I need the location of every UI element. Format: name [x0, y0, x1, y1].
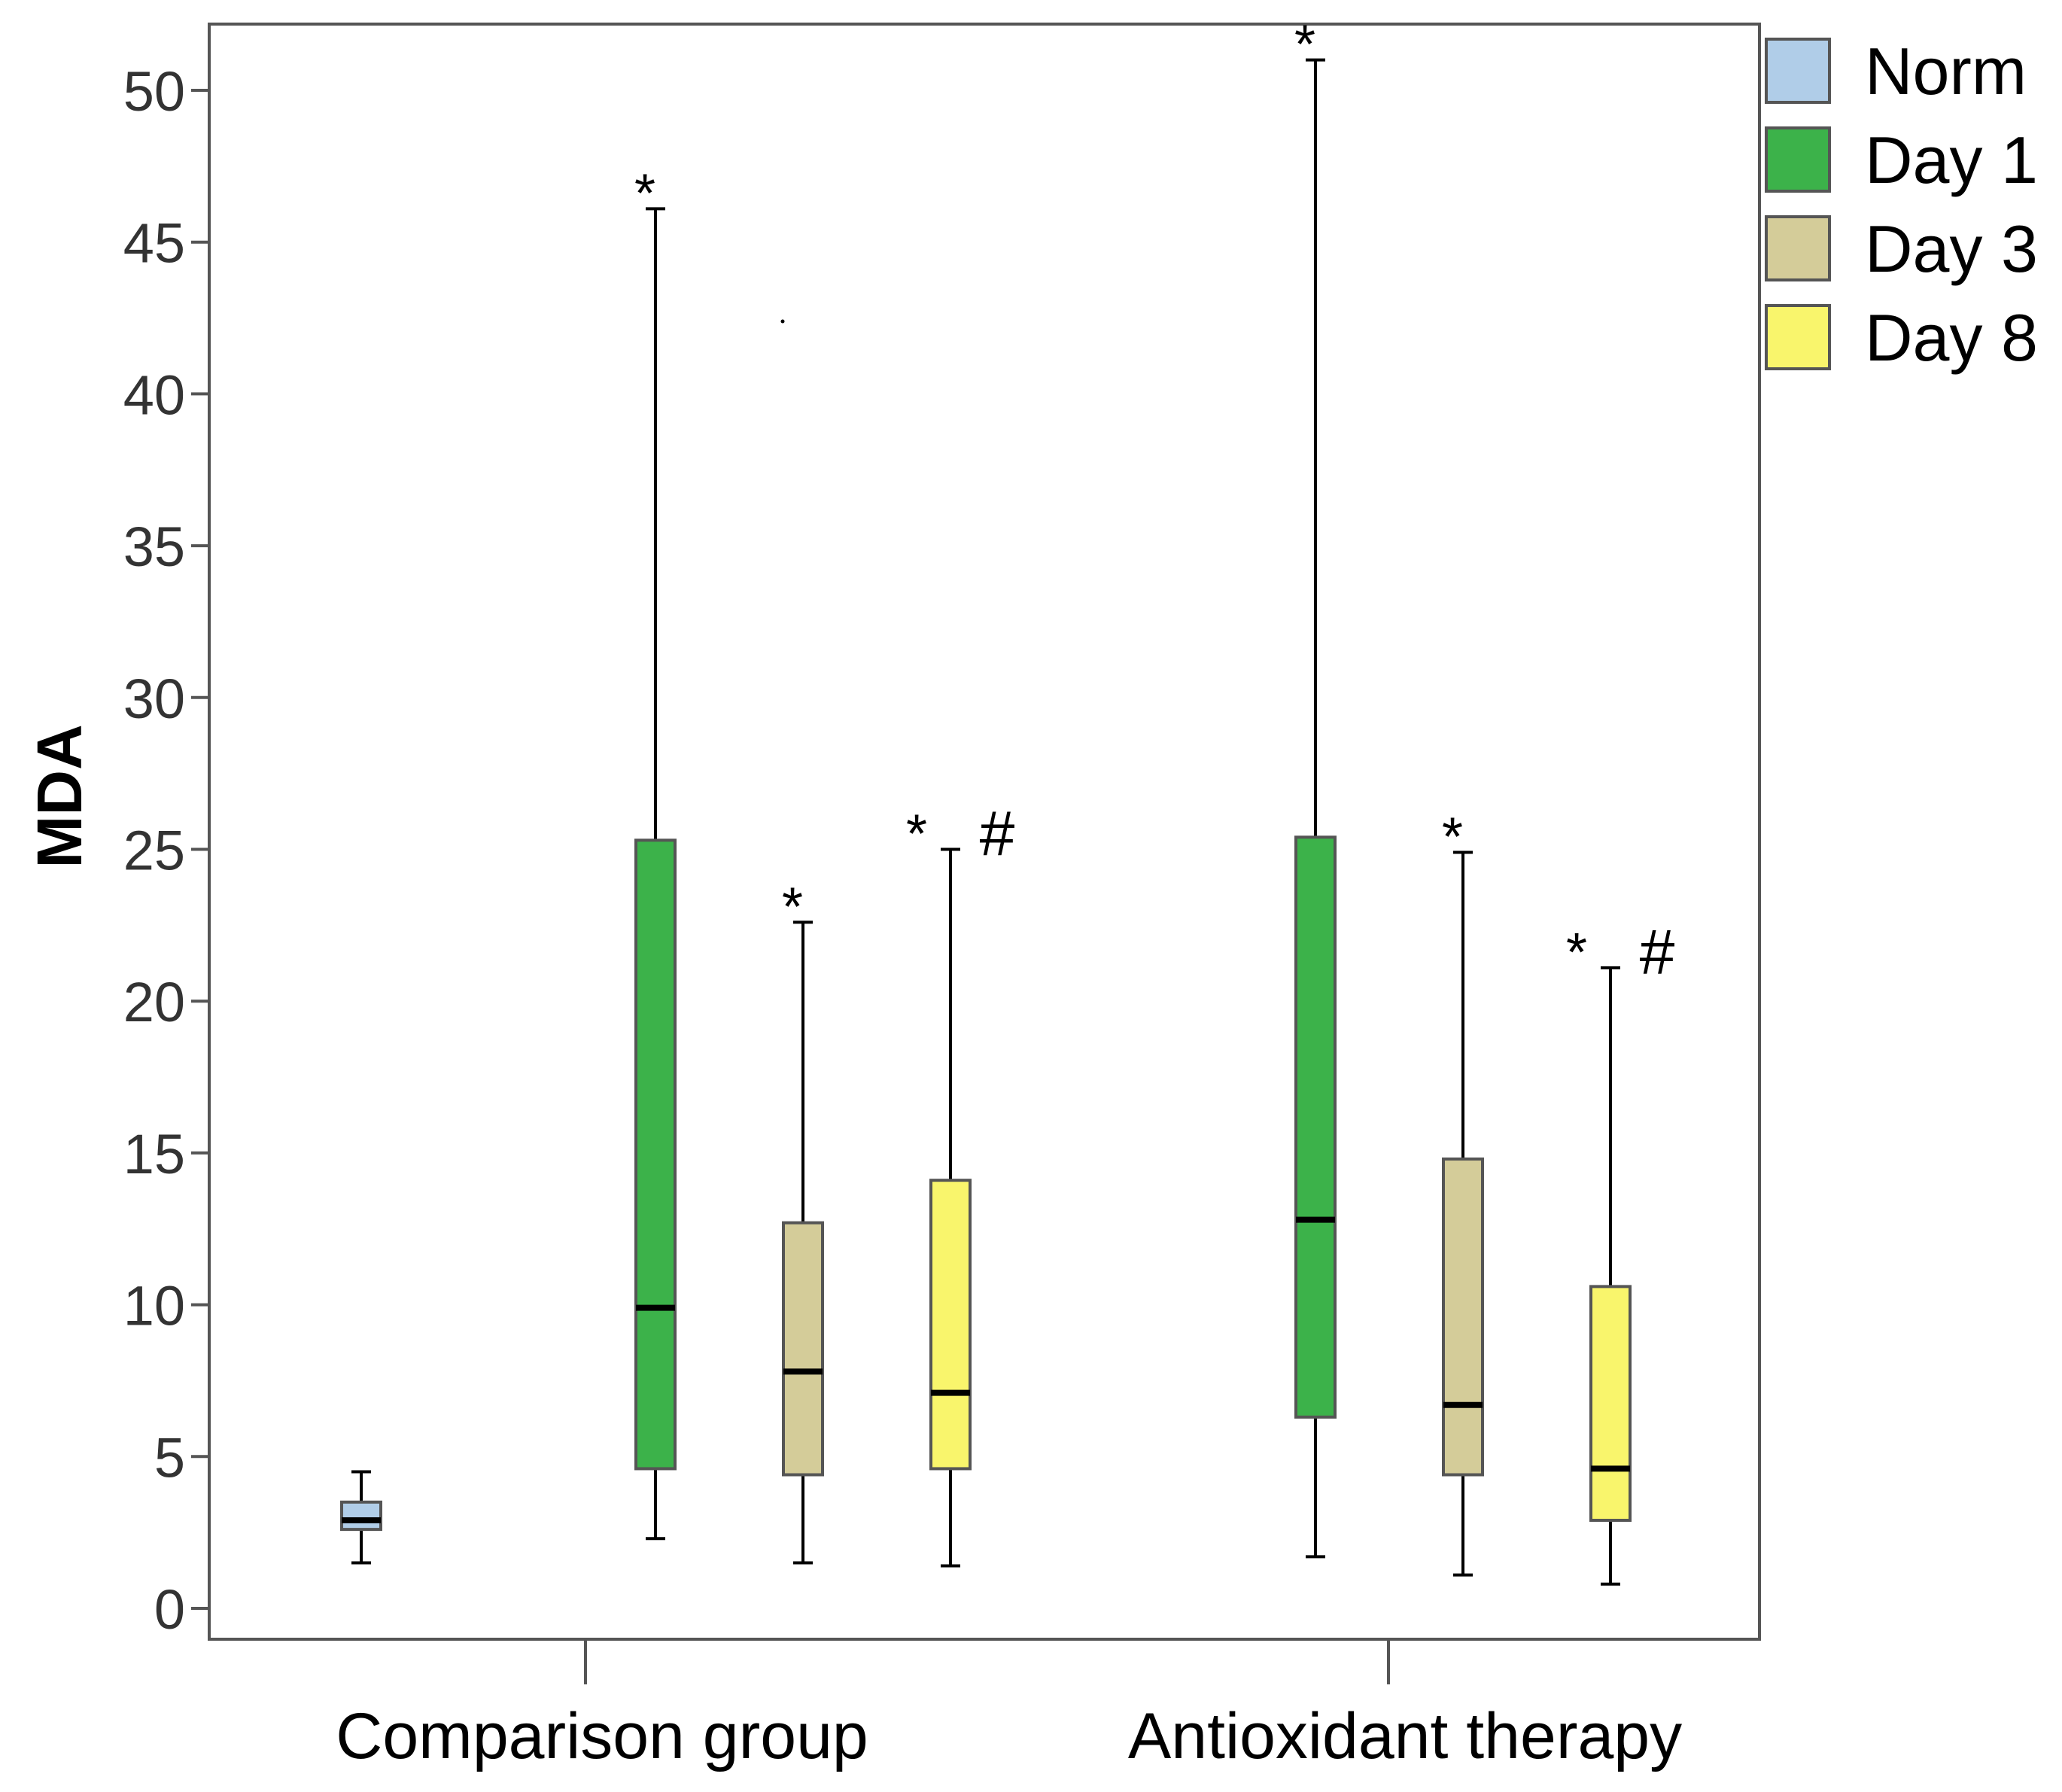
legend-item: Day 1 [1765, 123, 2038, 197]
significance-star: * [1294, 15, 1315, 75]
x-tick-label: Antioxidant therapy [1128, 1700, 1682, 1772]
box-body [634, 838, 677, 1471]
box-body [1294, 835, 1337, 1419]
y-tick-label: 20 [123, 971, 185, 1033]
significance-star: * [782, 877, 803, 937]
box-body [1442, 1157, 1484, 1477]
legend-label: Day 1 [1865, 123, 2038, 197]
legend-label: Day 8 [1865, 300, 2038, 375]
box-day-3: * [782, 877, 824, 1565]
y-tick-label: 40 [123, 364, 185, 426]
y-axis-label: MDA [24, 724, 95, 868]
box-day-1: * [1294, 15, 1337, 1559]
y-tick-label: 30 [123, 668, 185, 730]
significance-hash: # [1640, 917, 1675, 987]
box-series: *** #*** # [340, 15, 1675, 1586]
legend-item: Norm [1765, 34, 2027, 108]
plot-area [208, 23, 1761, 1641]
x-tick-label: Comparison group [336, 1700, 868, 1772]
legend-swatch [1765, 126, 1831, 193]
significance-star: * [634, 163, 655, 224]
box-day-1: * [634, 163, 677, 1541]
y-tick-label: 15 [123, 1123, 185, 1185]
y-tick-label: 35 [123, 516, 185, 578]
legend: Norm Day 1 Day 3 Day 8 [1765, 34, 2038, 375]
legend-label: Day 3 [1865, 211, 2038, 286]
y-tick-label: 50 [123, 60, 185, 123]
significance-hash: # [980, 799, 1015, 869]
y-tick-label: 25 [123, 820, 185, 882]
legend-swatch [1765, 215, 1831, 281]
box-day-3: * [1442, 808, 1484, 1577]
y-tick-label: 10 [123, 1275, 185, 1337]
significance-star: * [1566, 923, 1587, 983]
legend-label: Norm [1865, 34, 2027, 108]
y-tick-label: 5 [154, 1426, 185, 1489]
box-norm [340, 1470, 382, 1565]
box-body [340, 1500, 382, 1532]
box-body [782, 1221, 824, 1477]
x-axis-ticks: Comparison group Antioxidant therapy [336, 1639, 1682, 1772]
significance-star: * [906, 805, 927, 865]
box-day-8: * # [906, 799, 1015, 1568]
y-tick-label: 0 [154, 1578, 185, 1641]
legend-item: Day 3 [1765, 211, 2038, 286]
legend-swatch [1765, 38, 1831, 104]
box-body [929, 1179, 972, 1471]
box-day-8: * # [1566, 917, 1675, 1586]
y-axis-ticks: 0 5 10 15 20 25 30 35 40 45 50 [123, 60, 209, 1641]
y-tick-label: 45 [123, 212, 185, 275]
legend-swatch [1765, 304, 1831, 370]
legend-item: Day 8 [1765, 300, 2038, 375]
box-body [1589, 1285, 1632, 1523]
significance-star: * [1442, 808, 1463, 868]
stray-point [780, 319, 785, 324]
